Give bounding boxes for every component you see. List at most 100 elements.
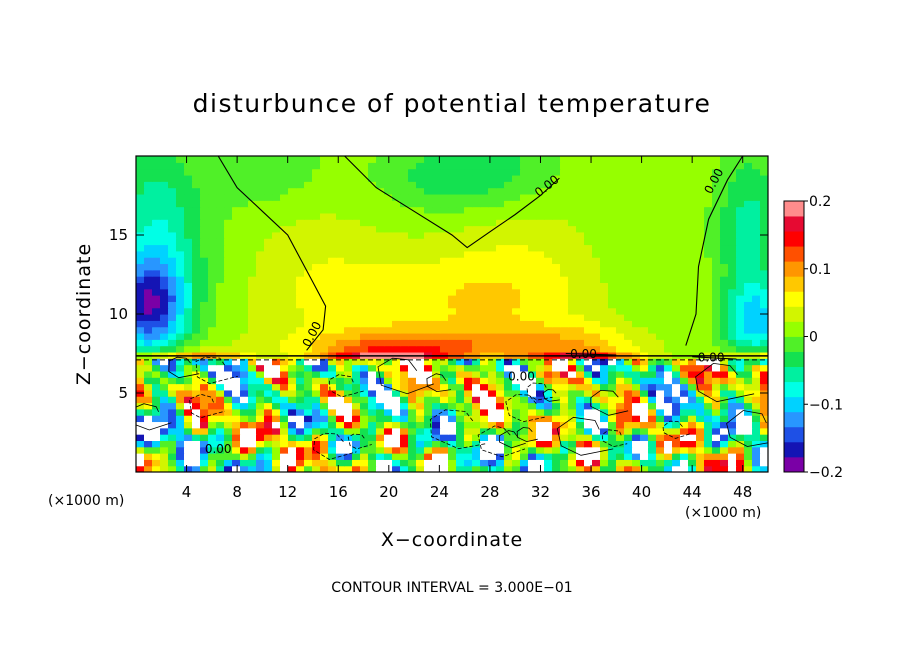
heatmap-cell (584, 332, 593, 340)
heatmap-cell (360, 225, 369, 233)
x-tick-label: 36 (581, 483, 600, 501)
heatmap-cell (528, 320, 537, 328)
heatmap-cell (672, 212, 681, 220)
heatmap-cell (352, 301, 361, 309)
heatmap-cell (144, 408, 153, 416)
heatmap-cell (144, 377, 153, 385)
heatmap-cell (592, 370, 601, 378)
heatmap-cell (576, 156, 585, 163)
heatmap-cell (656, 364, 665, 372)
heatmap-cell (584, 358, 593, 366)
heatmap-cell (440, 339, 449, 347)
heatmap-cell (320, 269, 329, 277)
heatmap-cell (328, 225, 337, 233)
heatmap-cell (672, 345, 681, 353)
heatmap-cell (240, 225, 249, 233)
heatmap-cell (648, 238, 657, 246)
heatmap-cell (424, 238, 433, 246)
heatmap-cell (480, 383, 489, 391)
heatmap-cell (584, 244, 593, 252)
heatmap-cell (232, 408, 241, 416)
heatmap-cell (592, 276, 601, 283)
heatmap-cell (288, 377, 297, 385)
heatmap-cell (144, 174, 153, 182)
heatmap-cell (144, 415, 153, 423)
heatmap-cell (520, 263, 529, 271)
heatmap-cell (240, 231, 249, 239)
heatmap-cell (288, 244, 297, 252)
heatmap-cell (760, 402, 768, 410)
heatmap-cell (640, 421, 649, 429)
heatmap-cell (232, 231, 241, 239)
heatmap-cell (496, 307, 505, 315)
heatmap-cell (496, 396, 505, 404)
heatmap-cell (464, 339, 473, 347)
heatmap-cell (256, 257, 265, 265)
heatmap-cell (496, 408, 505, 416)
heatmap-cell (336, 364, 345, 372)
heatmap-cell (744, 434, 753, 441)
heatmap-cell (424, 276, 433, 283)
heatmap-cell (416, 377, 425, 385)
heatmap-cell (176, 238, 185, 246)
heatmap-cell (624, 332, 633, 340)
heatmap-cell (536, 383, 545, 391)
heatmap-cell (696, 332, 705, 340)
heatmap-cell (688, 389, 697, 397)
heatmap-cell (704, 332, 713, 340)
heatmap-cell (536, 263, 545, 271)
heatmap-cell (360, 377, 369, 385)
heatmap-cell (256, 295, 265, 302)
heatmap-cell (392, 453, 401, 460)
heatmap-cell (616, 301, 625, 309)
heatmap-cell (296, 282, 305, 290)
heatmap-cell (464, 389, 473, 397)
heatmap-cell (432, 301, 441, 309)
heatmap-cell (616, 174, 625, 182)
heatmap-cell (656, 276, 665, 283)
heatmap-cell (384, 181, 393, 189)
heatmap-cell (672, 396, 681, 404)
heatmap-cell (576, 314, 585, 321)
heatmap-cell (368, 219, 377, 227)
heatmap-cell (392, 314, 401, 321)
heatmap-cell (632, 200, 641, 208)
heatmap-cell (352, 269, 361, 277)
heatmap-cell (736, 332, 745, 340)
heatmap-cell (216, 402, 225, 410)
heatmap-cell (560, 421, 569, 429)
heatmap-cell (200, 187, 209, 195)
heatmap-cell (368, 421, 377, 429)
heatmap-cell (528, 244, 537, 252)
heatmap-cell (152, 314, 161, 321)
heatmap-cell (704, 370, 713, 378)
heatmap-cell (240, 187, 249, 195)
heatmap-cell (600, 231, 609, 239)
heatmap-cell (216, 314, 225, 321)
heatmap-cell (328, 396, 337, 404)
heatmap-cell (224, 377, 233, 385)
heatmap-cell (280, 156, 289, 163)
heatmap-cell (472, 339, 481, 347)
heatmap-cell (616, 200, 625, 208)
heatmap-cell (512, 377, 521, 385)
heatmap-cell (496, 162, 505, 170)
heatmap-cell (392, 421, 401, 429)
heatmap-cell (600, 326, 609, 334)
heatmap-cell (560, 276, 569, 283)
heatmap-cell (488, 314, 497, 321)
heatmap-cell (256, 408, 265, 416)
heatmap-cell (200, 193, 209, 201)
x-tick-label: 44 (683, 483, 702, 501)
heatmap-cell (376, 269, 385, 277)
heatmap-cell (248, 307, 257, 315)
heatmap-cell (352, 459, 361, 467)
heatmap-cell (504, 402, 513, 410)
heatmap-cell (472, 345, 481, 353)
heatmap-cell (528, 339, 537, 347)
heatmap-cell (744, 326, 753, 334)
heatmap-cell (688, 421, 697, 429)
heatmap-cell (496, 174, 505, 182)
heatmap-cell (672, 440, 681, 448)
heatmap-cell (536, 320, 545, 328)
